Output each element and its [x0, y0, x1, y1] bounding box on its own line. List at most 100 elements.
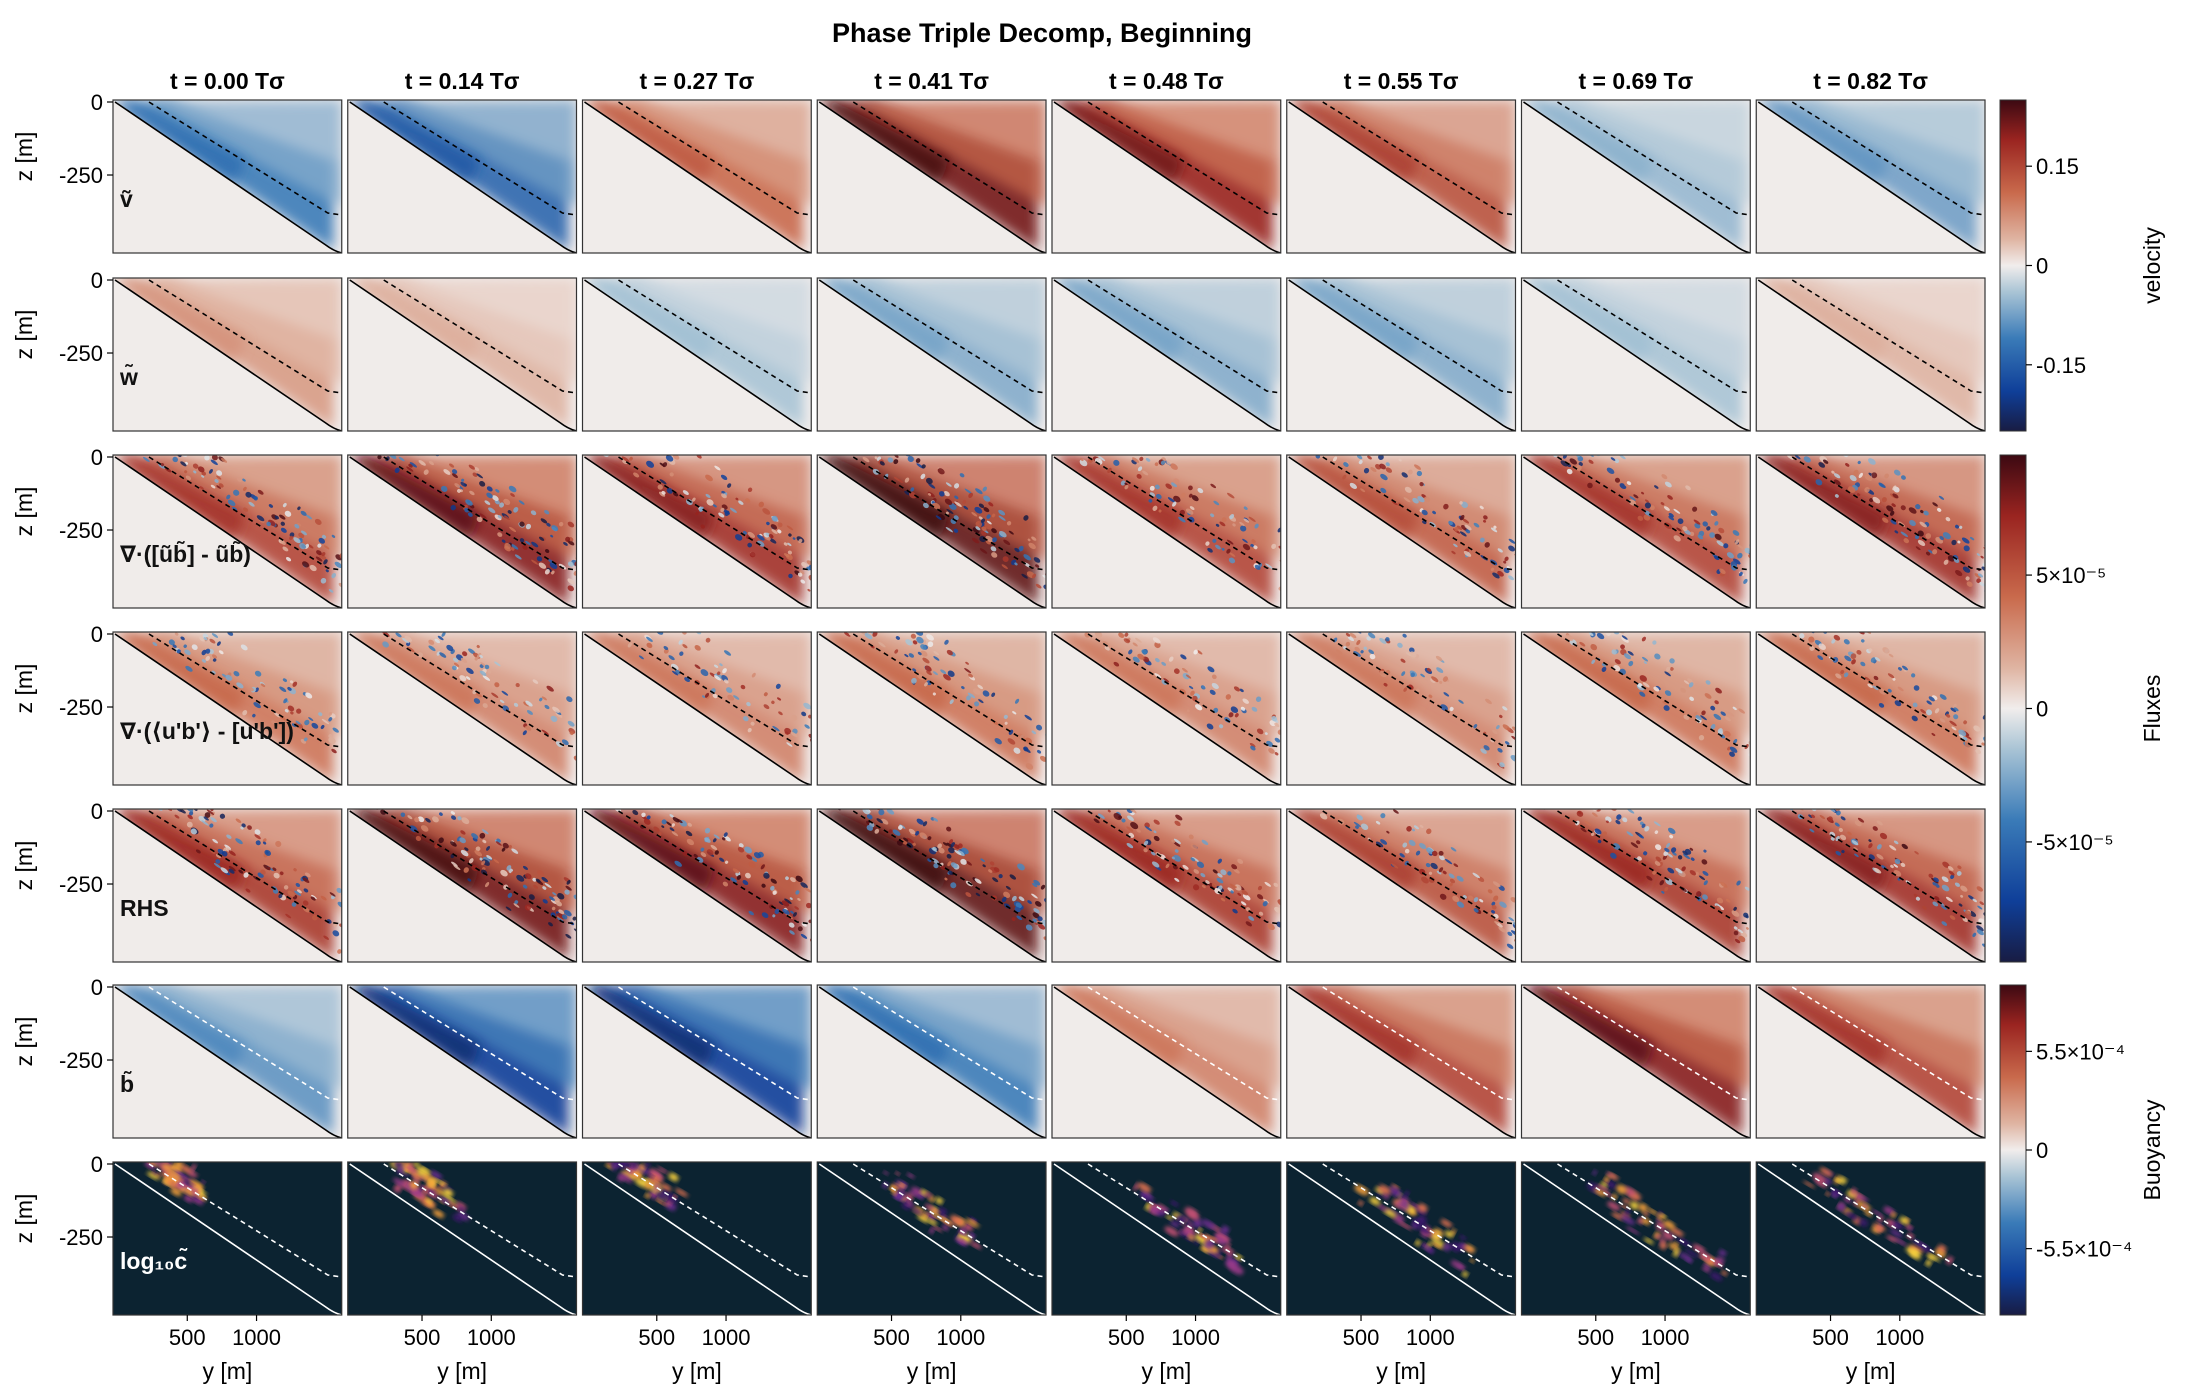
flux-speck: [609, 434, 615, 440]
flux-speck: [405, 442, 411, 449]
flux-speck: [1575, 464, 1582, 471]
tracer-blob: [1625, 1226, 1640, 1235]
flux-speck: [945, 526, 954, 533]
flux-speck: [532, 679, 539, 684]
panel: [581, 1161, 812, 1316]
flux-speck: [671, 831, 679, 837]
tracer-blob: [1143, 1196, 1155, 1204]
flux-speck: [1423, 496, 1431, 503]
flux-speck: [1426, 828, 1432, 835]
flux-speck: [300, 530, 307, 536]
flux-speck: [199, 486, 204, 490]
flux-speck: [302, 877, 310, 883]
flux-speck: [1084, 616, 1093, 624]
x-axis-label: y [m]: [1846, 1358, 1896, 1384]
tracer-blob: [162, 1163, 172, 1172]
flux-speck: [1601, 666, 1607, 672]
flux-speck: [1248, 516, 1256, 522]
field-wall: [584, 811, 715, 893]
flux-speck: [1383, 682, 1388, 687]
flux-speck: [1941, 921, 1948, 926]
flux-speck: [1908, 507, 1917, 514]
topography: [817, 1162, 1046, 1315]
tracer-blob: [393, 1178, 405, 1187]
flux-speck: [1499, 901, 1507, 908]
row-label: w̃: [119, 363, 138, 390]
flux-speck: [542, 899, 548, 904]
tracer-blob: [1899, 1216, 1910, 1225]
flux-speck: [748, 861, 756, 868]
tracer-blob: [1164, 1226, 1179, 1237]
flux-speck: [733, 695, 740, 700]
flux-speck: [320, 577, 327, 584]
flux-speck: [1873, 675, 1879, 681]
flux-speck: [1987, 750, 1991, 755]
row-label: b̃: [120, 1070, 134, 1097]
flux-speck: [1450, 847, 1457, 852]
tracer-blob: [161, 1151, 171, 1160]
panel-frame: [112, 454, 343, 609]
flux-speck: [487, 669, 492, 674]
flux-speck: [1890, 864, 1894, 869]
flux-speck: [1063, 621, 1071, 629]
flux-speck: [1949, 720, 1957, 727]
flux-speck: [284, 510, 292, 517]
flux-speck: [1928, 873, 1934, 879]
flux-speck: [182, 626, 187, 631]
flux-speck: [705, 493, 711, 499]
flux-speck: [876, 818, 883, 824]
flux-speck: [947, 670, 955, 677]
panel: [816, 808, 1047, 963]
flux-speck: [1245, 921, 1252, 927]
flux-speck: [279, 871, 284, 876]
column-title: t = 0.00 Tσ: [170, 68, 285, 94]
flux-speck: [285, 913, 292, 919]
flux-speck: [1644, 826, 1650, 832]
field-wall: [1758, 457, 1889, 539]
flux-speck: [1033, 908, 1040, 914]
tracer-blob: [1431, 1238, 1446, 1248]
flux-speck: [954, 495, 959, 500]
topography: [1521, 1162, 1751, 1315]
panel-frame: [1286, 99, 1517, 254]
flux-speck: [985, 535, 994, 543]
flux-speck: [1960, 894, 1964, 898]
flux-speck: [597, 444, 605, 452]
flux-speck: [1533, 787, 1539, 794]
dashed-isoline: [1322, 986, 1516, 1101]
flux-speck: [800, 933, 808, 939]
flux-speck: [1153, 819, 1160, 825]
flux-speck: [895, 636, 900, 640]
flux-speck: [1196, 861, 1205, 868]
flux-speck: [1243, 518, 1250, 523]
dashed-isoline: [618, 456, 812, 571]
flux-speck: [1831, 437, 1839, 445]
flux-speck: [203, 622, 212, 630]
flux-speck: [462, 651, 468, 657]
panel: [1755, 437, 1986, 609]
flux-speck: [1582, 791, 1588, 797]
flux-speck: [1597, 442, 1604, 448]
flux-speck: [494, 499, 500, 505]
flux-speck: [1360, 488, 1366, 493]
flux-speck: [1655, 844, 1662, 851]
flux-speck: [1511, 735, 1516, 741]
flux-speck: [1497, 748, 1503, 753]
flux-speck: [908, 653, 915, 658]
flux-speck: [1268, 747, 1275, 754]
flux-speck: [1962, 917, 1968, 923]
flux-speck: [1076, 625, 1081, 630]
flux-speck: [1811, 809, 1817, 812]
flux-speck: [1132, 642, 1138, 647]
y-axis-label: z [m]: [11, 664, 37, 714]
flux-speck: [1815, 616, 1823, 623]
flux-speck: [933, 650, 940, 656]
flux-speck: [797, 572, 803, 577]
tracer-blob: [1663, 1220, 1676, 1230]
flux-speck: [1419, 482, 1424, 487]
flux-speck: [1408, 839, 1416, 847]
flux-speck: [1403, 687, 1408, 692]
flux-speck: [1553, 796, 1560, 803]
flux-speck: [479, 857, 483, 861]
